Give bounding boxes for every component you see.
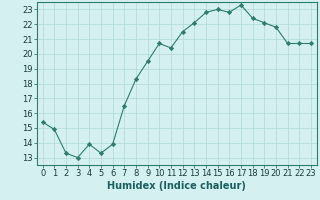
- X-axis label: Humidex (Indice chaleur): Humidex (Indice chaleur): [108, 181, 246, 191]
